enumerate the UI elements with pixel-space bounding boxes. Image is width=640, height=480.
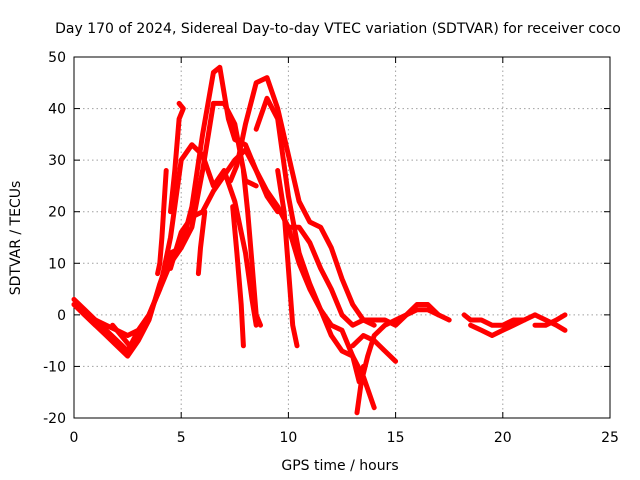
y-tick-label: 30 (48, 153, 66, 169)
y-tick-label: 0 (57, 308, 66, 324)
x-tick-label: 0 (70, 430, 79, 446)
series-sat-q (468, 317, 527, 338)
chart-title: Day 170 of 2024, Sidereal Day-to-day VTE… (55, 21, 621, 37)
axis-ticks: 0 5 10 15 20 25 -20 -10 0 10 20 30 40 50 (43, 50, 619, 446)
series-sat-s (532, 312, 568, 328)
series-sat-h (354, 302, 441, 416)
series-sat-i (350, 333, 399, 364)
series-sat-m (230, 204, 246, 349)
data-series (71, 64, 568, 416)
series-sat-o (195, 209, 208, 277)
grid (74, 57, 610, 418)
y-tick-label: 20 (48, 205, 66, 221)
series-sat-c (92, 64, 281, 338)
x-tick-label: 5 (177, 430, 186, 446)
x-tick-label: 15 (387, 430, 405, 446)
plot-frame (73, 56, 611, 419)
series-sat-u (110, 322, 141, 349)
series-sat-n (240, 168, 263, 328)
series-sat-l (275, 168, 300, 349)
y-tick-label: -10 (43, 359, 66, 375)
y-tick-label: -20 (43, 411, 66, 427)
x-axis-label: GPS time / hours (281, 458, 398, 474)
x-tick-label: 25 (601, 430, 619, 446)
series-sat-j (155, 168, 169, 277)
series-sat-k (168, 100, 186, 215)
y-tick-label: 10 (48, 256, 66, 272)
series-sat-b (71, 100, 259, 359)
y-tick-label: 50 (48, 50, 66, 66)
series-sat-g (285, 224, 366, 385)
series-sat-e (228, 75, 377, 328)
y-tick-label: 40 (48, 102, 66, 118)
series-sat-t (71, 302, 109, 333)
y-axis-label: SDTVAR / TECUs (8, 181, 24, 296)
x-tick-label: 10 (279, 430, 297, 446)
x-tick-label: 20 (494, 430, 512, 446)
